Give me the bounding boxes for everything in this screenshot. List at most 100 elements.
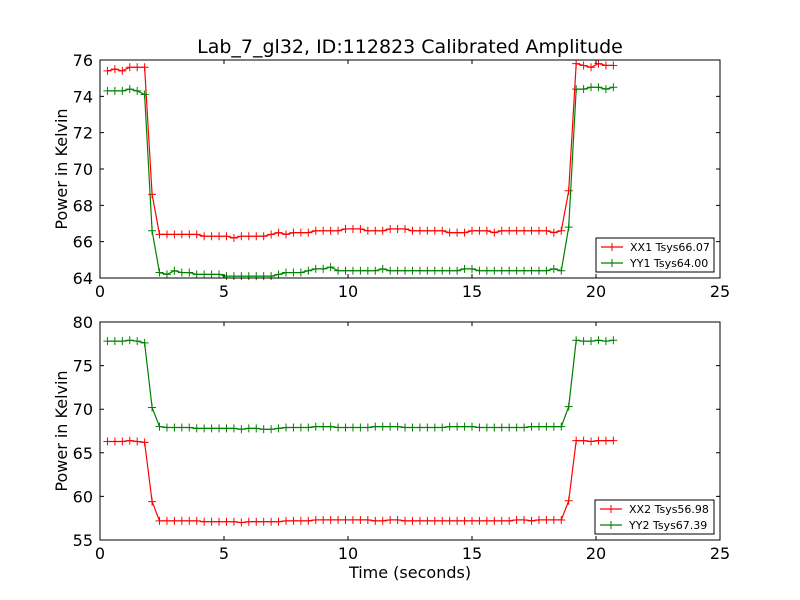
data-point <box>311 515 320 524</box>
data-point <box>133 86 142 95</box>
data-point <box>512 226 521 235</box>
data-point <box>170 516 179 525</box>
data-point <box>311 226 320 235</box>
data-point <box>520 515 529 524</box>
data-point <box>207 424 216 433</box>
x-tick-label: 25 <box>710 544 730 563</box>
data-point <box>177 516 186 525</box>
data-point <box>371 516 380 525</box>
data-point <box>453 266 462 275</box>
data-point <box>393 515 402 524</box>
data-point <box>341 423 350 432</box>
y-tick-label: 72 <box>73 124 93 143</box>
data-point <box>192 230 201 239</box>
data-point <box>192 270 201 279</box>
data-point <box>326 226 335 235</box>
data-point <box>162 230 171 239</box>
data-point <box>386 224 395 233</box>
y-tick-label: 70 <box>73 160 93 179</box>
data-point <box>594 436 603 445</box>
data-point <box>341 224 350 233</box>
data-point <box>378 422 387 431</box>
data-point <box>326 263 335 272</box>
data-point <box>319 515 328 524</box>
legend: XX1 Tsys66.07 YY1 Tsys64.00 <box>595 237 715 273</box>
data-point <box>356 423 365 432</box>
data-point <box>497 423 506 432</box>
data-point <box>296 268 305 277</box>
legend: XX2 Tsys56.98 YY2 Tsys67.39 <box>594 499 715 535</box>
x-tick-label: 5 <box>219 282 229 301</box>
data-point <box>244 272 253 281</box>
data-point <box>237 272 246 281</box>
legend-marker <box>608 259 616 267</box>
data-point <box>177 268 186 277</box>
data-point <box>319 422 328 431</box>
x-tick-label: 10 <box>338 544 358 563</box>
x-tick-label: 20 <box>586 544 606 563</box>
data-point <box>229 234 238 243</box>
data-point <box>103 86 112 95</box>
data-point <box>401 224 410 233</box>
data-point <box>460 422 469 431</box>
data-point <box>408 423 417 432</box>
data-point <box>341 515 350 524</box>
data-point <box>609 336 618 345</box>
x-tick-label: 15 <box>462 544 482 563</box>
x-tick-label: 0 <box>95 544 105 563</box>
data-point <box>140 438 149 447</box>
data-point <box>103 337 112 346</box>
data-point <box>401 516 410 525</box>
data-point <box>229 517 238 526</box>
data-point <box>118 437 127 446</box>
data-point <box>222 517 231 526</box>
data-point <box>304 266 313 275</box>
data-point <box>572 336 581 345</box>
data-point <box>304 516 313 525</box>
data-point <box>386 422 395 431</box>
data-point <box>267 272 276 281</box>
legend-label: XX2 Tsys56.98 <box>629 503 709 516</box>
data-point <box>534 515 543 524</box>
data-point <box>386 515 395 524</box>
x-tick-label: 15 <box>462 282 482 301</box>
data-point <box>110 65 119 74</box>
data-point <box>393 422 402 431</box>
data-point <box>572 59 581 68</box>
data-point <box>215 232 224 241</box>
data-point <box>274 517 283 526</box>
data-point <box>229 272 238 281</box>
data-point <box>475 423 484 432</box>
data-point <box>363 423 372 432</box>
data-point <box>438 266 447 275</box>
data-point <box>371 422 380 431</box>
data-point <box>408 516 417 525</box>
y-axis-label: Power in Kelvin <box>52 370 71 491</box>
data-point <box>125 436 134 445</box>
data-point <box>453 228 462 237</box>
data-point <box>252 272 261 281</box>
data-point <box>564 223 573 232</box>
y-tick-label: 76 <box>73 51 93 70</box>
data-point <box>527 422 536 431</box>
series-1 <box>103 59 618 243</box>
x-tick-label: 10 <box>338 282 358 301</box>
data-point <box>103 66 112 75</box>
data-point <box>482 516 491 525</box>
data-point <box>334 266 343 275</box>
data-point <box>549 422 558 431</box>
y-tick-label: 65 <box>73 444 93 463</box>
data-point <box>594 336 603 345</box>
data-point <box>490 266 499 275</box>
data-point <box>207 270 216 279</box>
data-point <box>192 424 201 433</box>
data-point <box>215 424 224 433</box>
data-point <box>200 270 209 279</box>
data-point <box>520 266 529 275</box>
data-point <box>430 516 439 525</box>
data-point <box>520 423 529 432</box>
data-point <box>468 226 476 235</box>
data-point <box>170 230 179 239</box>
y-tick-label: 75 <box>73 357 93 376</box>
data-point <box>587 337 596 346</box>
